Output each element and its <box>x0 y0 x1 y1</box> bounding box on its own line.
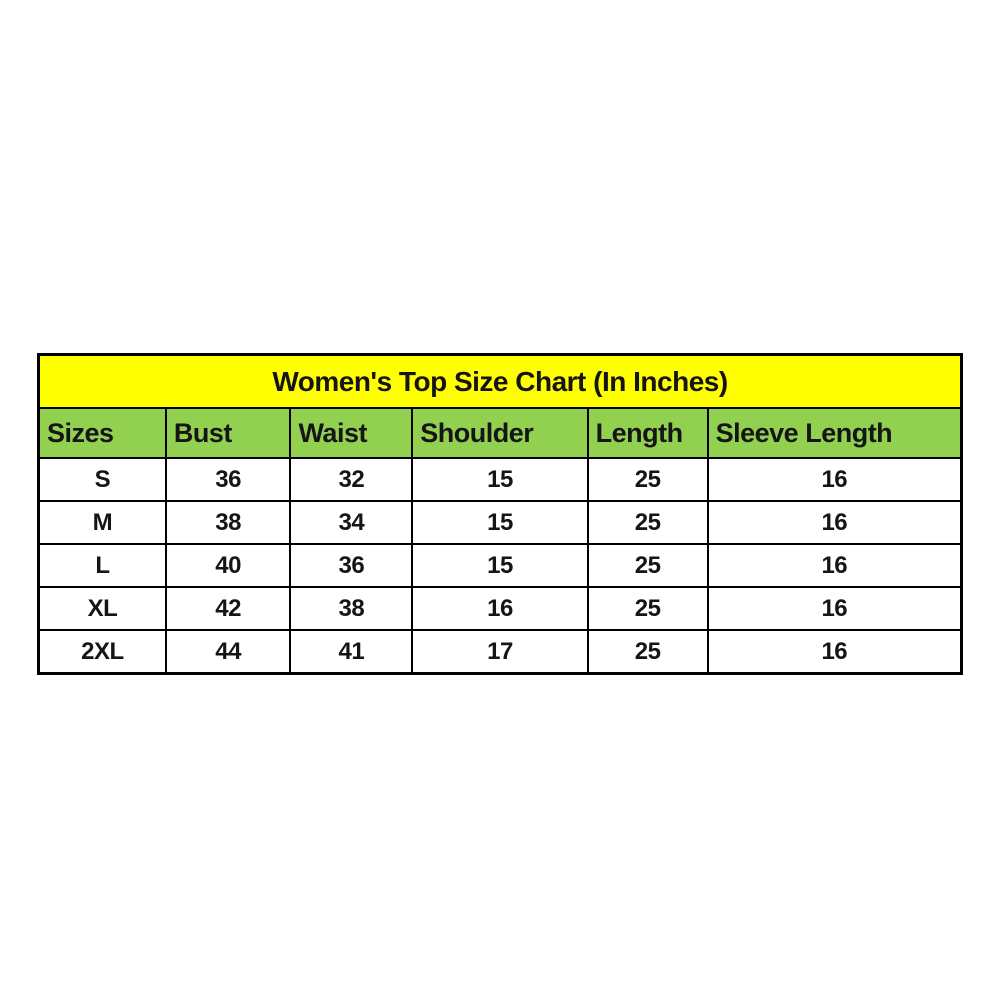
table-cell: 25 <box>586 586 709 631</box>
table-cell: 16 <box>706 500 963 545</box>
row-label: M <box>37 500 167 545</box>
table-cell: 25 <box>586 500 709 545</box>
size-chart-table: Women's Top Size Chart (In Inches) Sizes… <box>37 353 963 675</box>
row-label: S <box>37 457 167 502</box>
column-header-sleeve-length: Sleeve Length <box>706 407 963 459</box>
table-row-l: L 40 36 15 25 16 <box>37 543 963 588</box>
table-cell: 34 <box>289 500 414 545</box>
table-cell: 41 <box>289 629 414 675</box>
column-header-sizes: Sizes <box>37 407 167 459</box>
table-cell: 16 <box>706 629 963 675</box>
table-cell: 38 <box>164 500 292 545</box>
table-row-xl: XL 42 38 16 25 16 <box>37 586 963 631</box>
table-cell: 38 <box>289 586 414 631</box>
table-cell: 25 <box>586 629 709 675</box>
column-header-shoulder: Shoulder <box>411 407 589 459</box>
row-label: 2XL <box>37 629 167 675</box>
table-row-m: M 38 34 15 25 16 <box>37 500 963 545</box>
row-label: XL <box>37 586 167 631</box>
table-cell: 36 <box>289 543 414 588</box>
table-row-2xl: 2XL 44 41 17 25 16 <box>37 629 963 675</box>
table-cell: 17 <box>411 629 589 675</box>
table-row-s: S 36 32 15 25 16 <box>37 457 963 502</box>
table-cell: 16 <box>706 457 963 502</box>
table-cell: 40 <box>164 543 292 588</box>
header-row: Sizes Bust Waist Shoulder Length Sleeve … <box>37 407 963 459</box>
table-cell: 44 <box>164 629 292 675</box>
column-header-bust: Bust <box>164 407 292 459</box>
table-cell: 16 <box>706 543 963 588</box>
column-header-waist: Waist <box>289 407 414 459</box>
row-label: L <box>37 543 167 588</box>
table-cell: 15 <box>411 457 589 502</box>
table-cell: 32 <box>289 457 414 502</box>
column-header-length: Length <box>586 407 709 459</box>
table-cell: 15 <box>411 543 589 588</box>
table-cell: 15 <box>411 500 589 545</box>
table-cell: 42 <box>164 586 292 631</box>
table-cell: 16 <box>706 586 963 631</box>
title-row: Women's Top Size Chart (In Inches) <box>37 353 963 409</box>
table-cell: 25 <box>586 543 709 588</box>
table-title: Women's Top Size Chart (In Inches) <box>37 353 963 409</box>
table-cell: 36 <box>164 457 292 502</box>
table-cell: 25 <box>586 457 709 502</box>
table-cell: 16 <box>411 586 589 631</box>
